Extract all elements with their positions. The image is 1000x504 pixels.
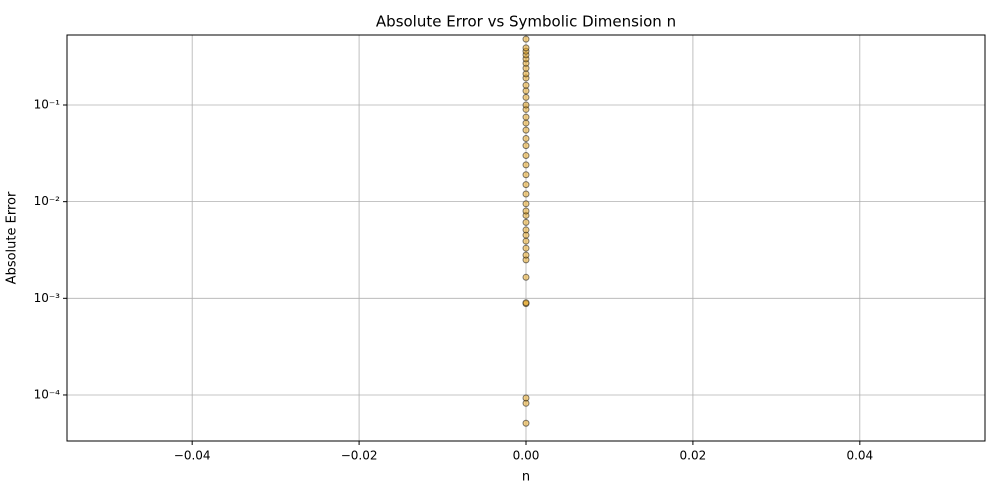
x-tick-label: 0.00 — [513, 449, 540, 463]
point — [522, 244, 530, 252]
point — [522, 251, 530, 259]
point — [522, 70, 530, 78]
point — [522, 135, 530, 143]
point — [522, 218, 530, 226]
point — [522, 161, 530, 169]
point — [522, 87, 530, 95]
point — [522, 126, 530, 134]
x-tick-label: 0.04 — [846, 449, 873, 463]
x-tick-label: −0.02 — [341, 449, 378, 463]
point — [522, 171, 530, 179]
point — [522, 35, 530, 43]
point — [522, 273, 530, 281]
y-tick-label: 10⁻⁴ — [34, 387, 61, 401]
point — [522, 299, 530, 307]
point — [522, 119, 530, 127]
y-tick-label: 10⁻¹ — [34, 98, 61, 112]
chart-title: Absolute Error vs Symbolic Dimension n — [376, 13, 676, 31]
x-tick-label: −0.04 — [174, 449, 211, 463]
y-axis-label: Absolute Error — [5, 191, 20, 284]
x-axis-label: n — [522, 470, 530, 485]
point — [522, 207, 530, 215]
point — [522, 101, 530, 109]
point — [522, 81, 530, 89]
point — [522, 237, 530, 245]
point — [522, 200, 530, 208]
point — [522, 226, 530, 234]
point — [522, 419, 530, 427]
point — [522, 181, 530, 189]
point — [522, 44, 530, 52]
point — [522, 113, 530, 121]
y-tick-label: 10⁻³ — [34, 291, 61, 305]
point — [522, 142, 530, 150]
point — [522, 394, 530, 402]
point — [522, 152, 530, 160]
point — [522, 93, 530, 101]
y-tick-label: 10⁻² — [34, 194, 61, 208]
point — [522, 190, 530, 198]
x-tick-label: 0.02 — [680, 449, 707, 463]
plot-frame — [66, 34, 986, 442]
